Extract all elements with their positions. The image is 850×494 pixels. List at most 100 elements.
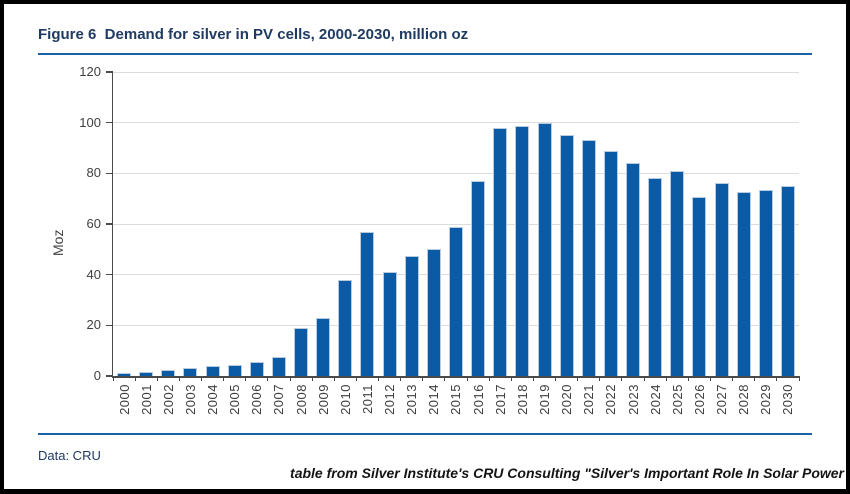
x-tick-label: 2005 <box>227 384 243 415</box>
bar-2004 <box>205 365 220 376</box>
gridline <box>113 71 799 73</box>
y-axis-tick <box>106 375 113 377</box>
x-axis-tick <box>732 376 734 381</box>
x-axis-line <box>111 376 799 378</box>
x-tick-label: 2012 <box>382 384 398 415</box>
y-tick-label: 20 <box>86 317 101 333</box>
figure-title: Figure 6 Demand for silver in PV cells, … <box>38 26 469 43</box>
bar-2030 <box>780 186 795 376</box>
x-axis-tick <box>798 376 800 381</box>
x-axis-tick <box>466 376 468 381</box>
bar-2015 <box>449 226 463 376</box>
y-axis-title: Moz <box>50 229 66 256</box>
footer-divider <box>38 433 812 435</box>
bar-2001 <box>139 372 154 376</box>
title-divider <box>38 53 812 55</box>
bar-2017 <box>493 127 508 376</box>
bar-2011 <box>360 231 375 376</box>
x-axis-tick <box>289 376 291 381</box>
x-tick-label: 2000 <box>116 384 132 415</box>
x-tick-label: 2002 <box>160 384 176 415</box>
bar-2005 <box>227 364 242 376</box>
x-axis-tick <box>378 376 380 381</box>
x-axis-tick <box>223 376 225 381</box>
x-tick-label: 2016 <box>470 384 486 415</box>
x-tick-label: 2017 <box>492 384 508 415</box>
x-axis-tick <box>532 376 534 381</box>
bar-2009 <box>316 317 331 376</box>
x-tick-label: 2027 <box>714 384 730 415</box>
bar-2024 <box>648 178 663 376</box>
x-axis-tick <box>444 376 446 381</box>
x-tick-label: 2014 <box>426 384 442 415</box>
x-tick-label: 2022 <box>603 384 619 415</box>
x-axis-tick <box>510 376 512 381</box>
y-axis-line <box>111 72 113 378</box>
bar-2025 <box>670 170 685 376</box>
y-tick-label: 0 <box>93 368 101 383</box>
bar-2026 <box>692 197 707 376</box>
x-axis-tick <box>621 376 623 381</box>
bar-2010 <box>338 279 353 376</box>
x-axis-tick <box>112 376 114 381</box>
bar-2023 <box>626 163 641 376</box>
x-tick-label: 2015 <box>448 384 464 415</box>
x-axis-tick <box>245 376 247 381</box>
bar-2016 <box>471 180 486 376</box>
y-axis-tick <box>106 223 113 225</box>
x-tick-label: 2029 <box>758 384 774 415</box>
x-tick-label: 2003 <box>182 384 198 415</box>
x-tick-label: 2020 <box>559 384 575 415</box>
x-axis-tick <box>776 376 778 381</box>
x-tick-label: 2024 <box>647 384 663 415</box>
y-axis-tick <box>106 273 113 276</box>
bar-2018 <box>515 126 530 376</box>
x-tick-label: 2010 <box>337 384 353 415</box>
bar-2027 <box>714 183 729 376</box>
x-axis-tick <box>311 376 313 381</box>
x-tick-label: 2007 <box>271 384 287 415</box>
x-axis-tick <box>355 376 357 381</box>
x-tick-label: 2013 <box>404 384 420 415</box>
y-tick-label: 80 <box>86 165 101 181</box>
x-axis-tick <box>754 376 756 381</box>
bar-2002 <box>161 369 176 376</box>
x-tick-label: 2009 <box>315 384 331 415</box>
bar-2000 <box>117 373 132 376</box>
y-axis-tick <box>106 324 113 327</box>
y-tick-label: 40 <box>86 266 101 282</box>
bar-2008 <box>294 327 309 376</box>
bar-2029 <box>758 189 773 376</box>
x-tick-label: 2021 <box>581 384 597 415</box>
gridline <box>113 223 799 225</box>
x-axis-tick <box>178 376 180 381</box>
bar-2020 <box>559 135 574 376</box>
y-tick-label: 60 <box>86 216 101 231</box>
x-axis-tick <box>201 376 203 381</box>
bar-2012 <box>382 272 397 376</box>
x-tick-label: 2023 <box>625 384 641 415</box>
attribution-caption: table from Silver Institute's CRU Consul… <box>290 465 844 481</box>
x-axis-tick <box>687 376 689 381</box>
x-axis-tick <box>400 376 402 381</box>
gridline <box>113 122 799 124</box>
x-axis-tick <box>134 376 136 381</box>
y-axis-tick <box>106 172 113 175</box>
x-axis-tick <box>488 376 490 381</box>
bar-2021 <box>581 140 596 376</box>
bar-2007 <box>271 357 286 376</box>
x-axis-tick <box>267 376 269 381</box>
x-tick-label: 2026 <box>691 384 707 415</box>
bar-2022 <box>603 150 618 376</box>
bar-2028 <box>736 192 751 376</box>
x-tick-label: 2011 <box>359 384 375 414</box>
y-tick-label: 120 <box>79 64 101 79</box>
x-axis-tick <box>665 376 667 381</box>
x-tick-label: 2008 <box>293 384 309 415</box>
x-tick-label: 2030 <box>780 384 796 415</box>
x-axis-tick <box>555 376 557 381</box>
x-tick-label: 2001 <box>138 384 154 415</box>
y-axis-tick <box>106 71 113 73</box>
bar-2019 <box>537 122 552 376</box>
